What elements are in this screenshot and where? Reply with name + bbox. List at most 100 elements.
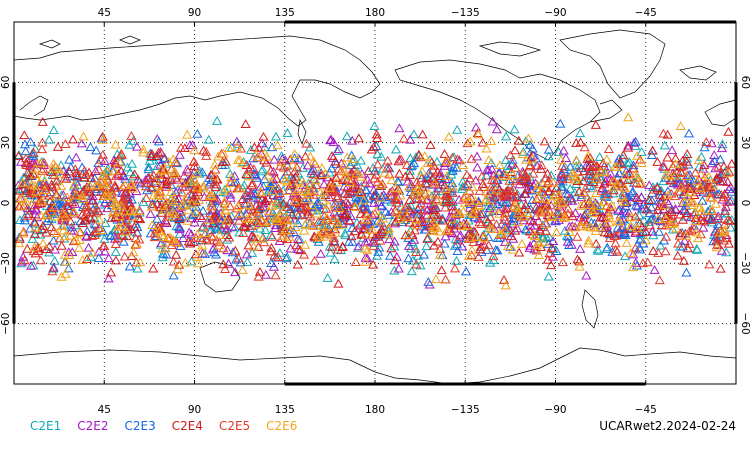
occultation-point	[427, 164, 439, 174]
occultation-point	[264, 215, 275, 225]
legend-item: C2E5	[218, 419, 251, 433]
occultation-point	[127, 183, 139, 193]
occultation-point	[674, 230, 685, 240]
occultation-point	[176, 200, 188, 210]
occultation-point	[393, 156, 404, 166]
occultation-point	[177, 211, 188, 221]
occultation-point	[594, 179, 605, 188]
occultation-point	[543, 271, 554, 281]
occultation-point	[508, 192, 519, 202]
occultation-point	[592, 244, 603, 254]
occultation-point	[591, 160, 603, 170]
occultation-point	[81, 254, 93, 264]
occultation-point	[102, 203, 113, 213]
occultation-point	[110, 247, 121, 256]
occultation-point	[581, 270, 592, 280]
occultation-point	[726, 195, 737, 205]
occultation-point	[408, 129, 419, 139]
occultation-point	[599, 196, 610, 206]
occultation-point	[84, 180, 95, 190]
occultation-point	[267, 186, 278, 196]
occultation-point	[14, 234, 25, 243]
occultation-point	[670, 170, 681, 180]
occultation-point	[441, 156, 452, 166]
occultation-point	[246, 231, 258, 241]
occultation-point	[462, 138, 473, 148]
occultation-point	[499, 211, 510, 221]
occultation-point	[546, 242, 557, 252]
occultation-point	[231, 254, 242, 264]
occultation-point	[103, 273, 114, 283]
occultation-point	[153, 147, 164, 157]
occultation-point	[372, 159, 383, 169]
occultation-point	[219, 196, 230, 206]
occultation-point	[159, 205, 170, 215]
occultation-point	[134, 234, 145, 244]
occultation-point	[106, 198, 117, 208]
occultation-point	[189, 217, 200, 227]
occultation-point	[257, 194, 268, 204]
occultation-point	[148, 190, 159, 200]
occultation-point	[425, 140, 436, 149]
occultation-point	[652, 181, 663, 191]
occultation-point	[243, 171, 255, 181]
occultation-point	[175, 206, 186, 216]
occultation-point	[376, 151, 387, 161]
occultation-point	[110, 171, 122, 181]
occultation-point	[227, 247, 238, 257]
occultation-point	[86, 172, 97, 182]
occultation-point	[19, 215, 30, 225]
occultation-point	[564, 227, 575, 237]
occultation-point	[527, 153, 538, 163]
occultation-point	[146, 201, 157, 211]
occultation-point	[223, 258, 234, 268]
occultation-point	[706, 192, 717, 202]
occultation-point	[421, 241, 432, 251]
occultation-point	[37, 220, 49, 230]
occultation-point	[460, 180, 471, 190]
occultation-point	[125, 167, 136, 177]
occultation-point	[405, 182, 416, 192]
occultation-point	[441, 171, 453, 180]
occultation-point	[310, 201, 321, 211]
occultation-point	[79, 165, 90, 175]
occultation-point	[71, 152, 82, 162]
occultation-point	[333, 278, 344, 288]
occultation-point	[654, 226, 665, 236]
occultation-point	[666, 207, 677, 216]
occultation-point	[455, 220, 466, 229]
occultation-point	[368, 190, 379, 200]
occultation-point	[693, 233, 704, 243]
occultation-point	[300, 194, 311, 204]
occultation-point	[158, 248, 169, 258]
occultation-point	[141, 193, 152, 203]
occultation-point	[267, 200, 278, 210]
occultation-point	[675, 209, 686, 219]
occultation-point	[384, 187, 396, 197]
occultation-point	[671, 223, 682, 233]
occultation-point	[339, 228, 351, 238]
occultation-point	[277, 154, 288, 163]
occultation-point	[454, 155, 465, 165]
occultation-point	[186, 256, 197, 266]
occultation-point	[631, 192, 643, 202]
occultation-point	[422, 158, 433, 168]
occultation-point	[690, 216, 701, 226]
occultation-point	[478, 182, 489, 192]
occultation-point	[579, 210, 590, 220]
occultation-point	[421, 179, 433, 189]
occultation-point	[368, 241, 379, 251]
right-tick-label: 30	[739, 136, 750, 149]
occultation-point	[497, 191, 508, 201]
occultation-point	[520, 224, 531, 234]
occultation-point	[332, 145, 343, 155]
occultation-point	[19, 139, 31, 149]
occultation-point	[625, 190, 636, 200]
occultation-point	[282, 166, 293, 176]
occultation-point	[67, 197, 78, 207]
occultation-point	[277, 230, 288, 240]
occultation-point	[22, 243, 33, 253]
occultation-point	[254, 201, 265, 210]
occultation-point	[457, 183, 468, 193]
occultation-point	[64, 250, 75, 259]
